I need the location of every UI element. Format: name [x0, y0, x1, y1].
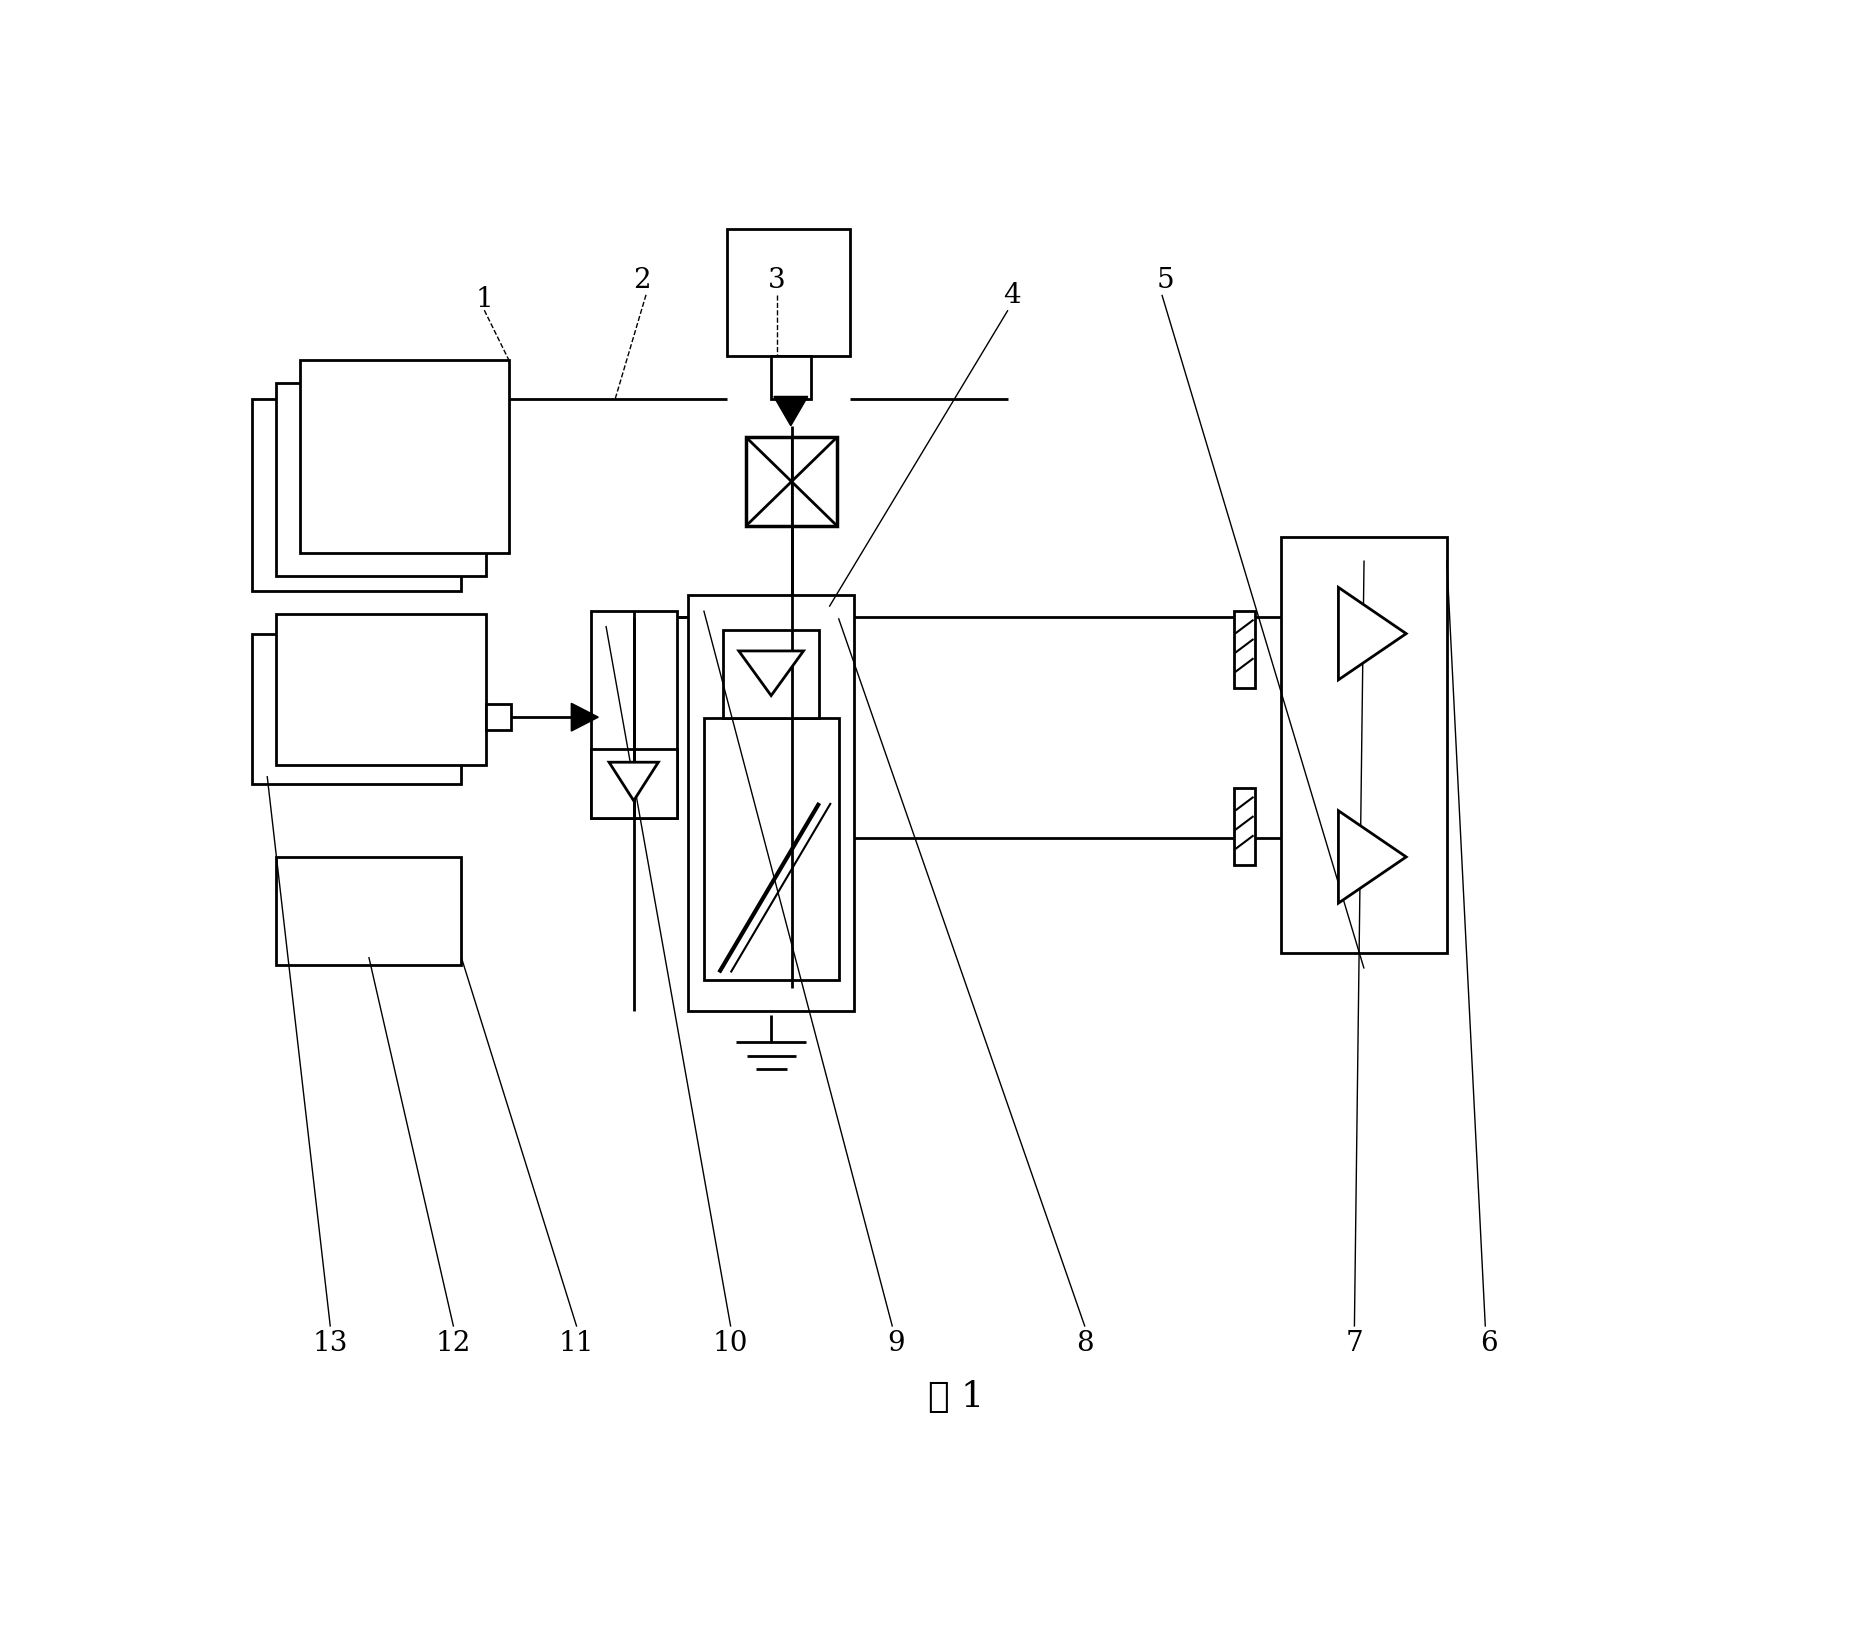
- Polygon shape: [774, 398, 808, 427]
- Polygon shape: [1338, 812, 1407, 903]
- Bar: [276, 615, 485, 764]
- Bar: [1233, 611, 1256, 688]
- Polygon shape: [571, 704, 599, 732]
- Text: 13: 13: [313, 1328, 347, 1356]
- Bar: [590, 611, 677, 818]
- Bar: [300, 362, 509, 554]
- Bar: [485, 706, 511, 730]
- Bar: [771, 357, 812, 399]
- Polygon shape: [1338, 588, 1407, 680]
- Text: 6: 6: [1480, 1328, 1498, 1356]
- Bar: [252, 399, 461, 592]
- Bar: [1282, 538, 1446, 954]
- Bar: [722, 631, 819, 719]
- Text: 4: 4: [1002, 282, 1021, 310]
- Bar: [1233, 789, 1256, 866]
- Text: 7: 7: [1345, 1328, 1364, 1356]
- Bar: [728, 230, 851, 357]
- Text: 3: 3: [769, 267, 786, 293]
- Text: 5: 5: [1157, 267, 1174, 293]
- Bar: [276, 385, 485, 577]
- Bar: [276, 857, 461, 965]
- Text: 图 1: 图 1: [927, 1379, 985, 1413]
- Bar: [689, 595, 855, 1011]
- Text: 9: 9: [888, 1328, 905, 1356]
- Text: 1: 1: [476, 285, 493, 313]
- Bar: [590, 750, 677, 818]
- Polygon shape: [739, 652, 804, 696]
- Text: 12: 12: [437, 1328, 472, 1356]
- Bar: [252, 634, 461, 784]
- Text: 10: 10: [713, 1328, 748, 1356]
- Polygon shape: [608, 763, 659, 802]
- Bar: [746, 438, 838, 526]
- Bar: [703, 719, 838, 981]
- Text: 11: 11: [560, 1328, 595, 1356]
- Text: 8: 8: [1077, 1328, 1093, 1356]
- Text: 2: 2: [633, 267, 651, 293]
